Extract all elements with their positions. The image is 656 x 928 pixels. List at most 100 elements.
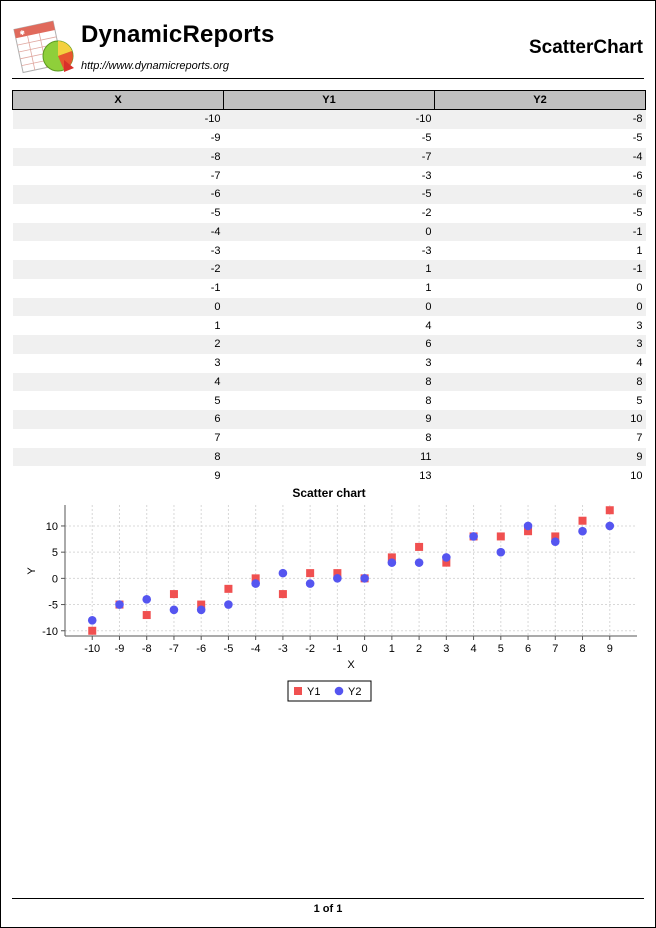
- table-row: -7 -3 -6: [13, 166, 646, 185]
- data-point-y2: [333, 574, 342, 583]
- table-cell-y2: 7: [636, 432, 643, 445]
- table-cell-y2: 10: [434, 410, 646, 429]
- data-point-y1: [496, 532, 505, 541]
- table-row: -4 0 -1: [12, 222, 646, 242]
- table-row: 7 8 7: [13, 429, 646, 448]
- y-axis-label: Y: [26, 567, 38, 575]
- table-cell-y2: 0: [636, 282, 643, 295]
- table-cell-x: -4: [12, 222, 224, 242]
- table-cell-y2: 9: [434, 447, 646, 467]
- table-cell-y2: 3: [636, 319, 643, 332]
- table-cell-x: -8: [12, 147, 224, 167]
- table-cell-y1: 0: [223, 297, 435, 317]
- data-point-y1: [578, 516, 587, 525]
- data-point-y2: [224, 600, 233, 609]
- table-cell-y2: 10: [630, 469, 643, 482]
- table-cell-y1: 1: [223, 260, 435, 279]
- table-cell-y1: -5: [421, 132, 432, 145]
- x-tick-label: 8: [579, 643, 585, 655]
- table-row: 1 4 3: [13, 316, 646, 335]
- table-row: -8 -7 -4: [12, 147, 646, 167]
- table-header-row: X Y1 Y2: [12, 90, 646, 110]
- table-cell-x: 0: [12, 297, 224, 317]
- table-cell-y2: -1: [434, 222, 646, 242]
- table-cell-x: 4: [12, 372, 224, 392]
- data-point-y2: [115, 600, 124, 609]
- table-cell-y1: 3: [425, 357, 432, 370]
- footer-divider: [12, 898, 644, 899]
- data-point-y1: [605, 506, 614, 515]
- x-tick-label: 4: [471, 643, 477, 655]
- table-cell-x: 6: [12, 410, 224, 429]
- table-cell-y1: 4: [425, 319, 432, 332]
- x-tick-label: 3: [443, 643, 449, 655]
- data-point-y2: [496, 547, 506, 557]
- data-point-y2: [550, 537, 560, 546]
- legend-circle-icon: [334, 686, 344, 696]
- table-cell-x: -6: [12, 185, 224, 204]
- table-row: 5 8 5: [13, 391, 646, 410]
- table-row: 3 3 4: [13, 354, 646, 373]
- data-point-y2: [305, 579, 315, 588]
- y-tick-label: 5: [52, 547, 58, 559]
- x-tick-label: -6: [196, 643, 206, 655]
- table-cell-y1: 13: [419, 469, 432, 482]
- data-point-y2: [605, 521, 615, 531]
- table-cell-x: -5: [210, 207, 221, 220]
- table-cell-y1: 8: [425, 432, 432, 445]
- data-point-y1: [387, 553, 396, 562]
- data-point-y1: [88, 626, 97, 635]
- x-tick-label: -4: [251, 643, 261, 655]
- column-header-y1: Y1: [223, 90, 435, 110]
- table-cell-y2: -6: [632, 169, 643, 182]
- data-point-y2: [442, 553, 451, 562]
- table-cell-x: -9: [210, 132, 221, 145]
- table-cell-x: -2: [12, 260, 224, 279]
- table-cell-x: -10: [12, 109, 224, 129]
- x-tick-label: 1: [389, 643, 395, 655]
- x-tick-label: -5: [224, 643, 234, 655]
- data-point-y2: [196, 605, 206, 615]
- data-point-y2: [387, 558, 397, 567]
- table-cell-x: -3: [210, 244, 221, 257]
- chart-title: Scatter chart: [292, 486, 365, 500]
- report-title: ScatterChart: [528, 37, 643, 58]
- column-header-y2: Y2: [434, 90, 646, 110]
- data-point-y1: [524, 527, 533, 536]
- chart-points: [87, 506, 615, 635]
- data-point-y2: [578, 526, 587, 536]
- table-row: 6 9 10: [12, 410, 646, 429]
- table-cell-x: 8: [12, 447, 224, 467]
- data-point-y1: [442, 558, 451, 567]
- data-point-y1: [224, 584, 233, 593]
- legend-label: Y2: [348, 686, 361, 698]
- data-point-y1: [415, 542, 424, 551]
- table-cell-y2: -8: [434, 109, 646, 129]
- table-body: -10 -10 -8 -9 -5 -5 -8 -7 -4 -7 -3 -6 -6 -5 -6 -5 -2 -5 -4…: [12, 109, 646, 486]
- data-point-y1: [169, 590, 178, 599]
- data-point-y1: [278, 590, 287, 599]
- table-row: -2 1 -1: [12, 260, 646, 279]
- table-row: 9 13 10: [13, 466, 646, 485]
- y-tick-label: 10: [46, 521, 58, 533]
- table-cell-x: 9: [214, 469, 221, 482]
- table-cell-x: -7: [210, 169, 221, 182]
- table-cell-x: 7: [214, 432, 221, 445]
- x-tick-label: 2: [416, 643, 422, 655]
- x-tick-label: 9: [607, 643, 613, 655]
- chart-grid: [65, 505, 637, 636]
- x-tick-label: -9: [115, 643, 125, 655]
- brand-url: http://www.dynamicreports.org: [81, 60, 229, 72]
- y-tick-label: -10: [42, 626, 58, 638]
- legend-item-y2: Y2: [334, 686, 361, 698]
- table-cell-y1: 8: [425, 394, 432, 407]
- table-cell-y1: -3: [421, 244, 432, 257]
- data-point-y2: [142, 595, 152, 604]
- table-cell-y1: 6: [223, 335, 435, 354]
- table-cell-y2: -5: [632, 132, 643, 145]
- dynamicreports-logo-icon: ✱: [13, 20, 74, 74]
